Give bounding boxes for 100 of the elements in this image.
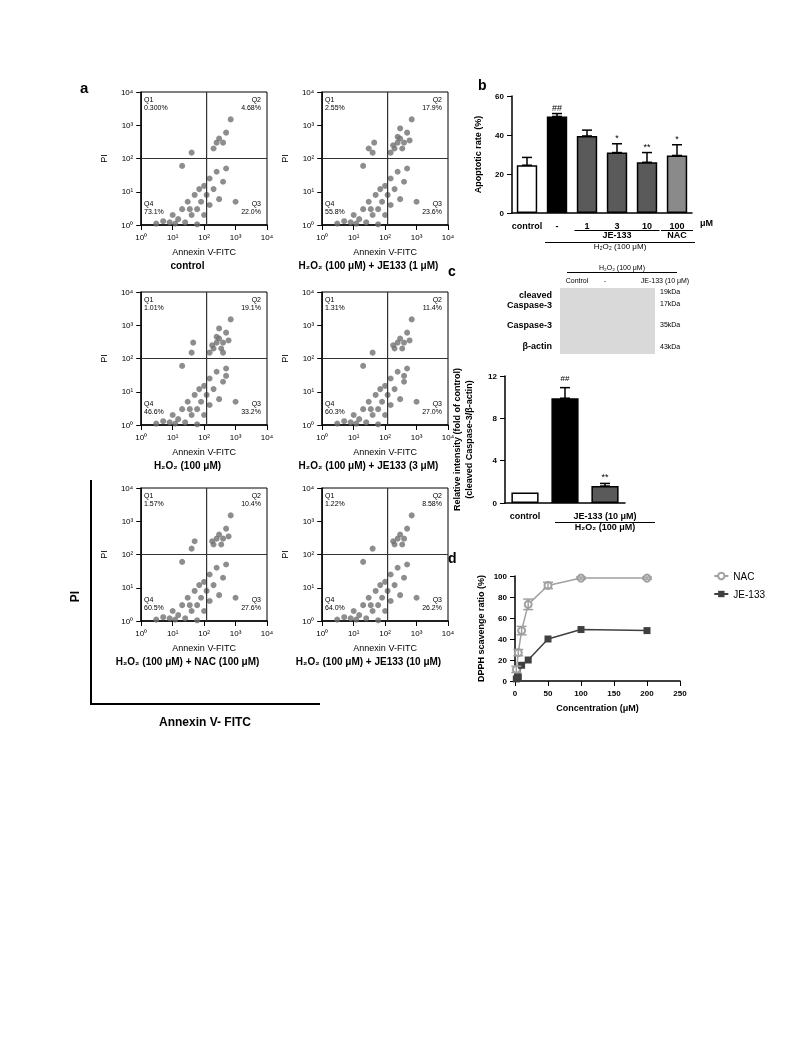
annotation: ## bbox=[551, 102, 563, 113]
x-tick-label: 10⁴ bbox=[260, 232, 274, 242]
x-axis-title: Annexin V-FITC bbox=[172, 446, 237, 457]
y-tick-label: 10² bbox=[302, 154, 315, 163]
y-tick-label: 10⁰ bbox=[121, 420, 134, 430]
y-tick-label: 4 bbox=[492, 456, 498, 466]
y-tick-label: 10⁴ bbox=[120, 483, 134, 493]
x-tick-label: 250 bbox=[673, 688, 688, 698]
text: b bbox=[478, 77, 487, 94]
x-tick-label: 10² bbox=[198, 628, 211, 638]
y-tick-label: 10³ bbox=[302, 320, 315, 330]
x-tick-label: 10⁴ bbox=[260, 628, 274, 638]
text: H₂O₂ (100 μM) bbox=[153, 459, 222, 471]
y-axis-title: PI bbox=[280, 550, 290, 559]
y-tick-label: 8 bbox=[492, 413, 498, 423]
y-tick-label: 10⁴ bbox=[301, 87, 315, 97]
y-tick-label: 10³ bbox=[121, 120, 134, 130]
y-tick-label: 80 bbox=[498, 592, 508, 602]
x-tick-label: 10⁰ bbox=[135, 432, 148, 442]
x-tick-label: 200 bbox=[640, 688, 655, 698]
text: JE-133 bbox=[574, 230, 660, 241]
x-tick-label: 10¹ bbox=[347, 432, 360, 442]
x-tick-label: 150 bbox=[607, 688, 622, 698]
x-tick-label: control bbox=[511, 220, 543, 231]
text: H₂O₂ (100 μM) bbox=[545, 242, 695, 252]
x-tick-label: 10⁰ bbox=[135, 232, 148, 242]
text: PI bbox=[68, 590, 83, 603]
legend-label: NAC bbox=[733, 570, 755, 582]
y-tick-label: 10¹ bbox=[302, 387, 315, 397]
text: μM bbox=[700, 218, 714, 229]
x-tick-label: 10² bbox=[379, 432, 392, 442]
y-tick-label: 12 bbox=[488, 371, 498, 381]
text: Annexin V- FITC bbox=[158, 715, 252, 730]
y-tick-label: 10⁴ bbox=[120, 87, 134, 97]
y-tick-label: 10⁰ bbox=[302, 616, 315, 626]
y-tick-label: 10² bbox=[302, 354, 315, 363]
x-tick-label: 10² bbox=[198, 232, 211, 242]
x-tick-label: 10¹ bbox=[347, 628, 360, 638]
y-axis-title: PI bbox=[280, 154, 290, 163]
y-tick-label: 20 bbox=[495, 169, 505, 179]
x-tick-label: 10³ bbox=[229, 628, 242, 638]
x-axis-title: Annexin V-FITC bbox=[353, 642, 418, 653]
text: c bbox=[448, 263, 456, 280]
y-axis-title: PI bbox=[99, 154, 109, 163]
y-tick-label: 0 bbox=[492, 498, 498, 508]
annotation: * bbox=[615, 132, 620, 143]
text: control bbox=[170, 259, 205, 271]
y-tick-label: 10³ bbox=[302, 120, 315, 130]
y-tick-label: 10³ bbox=[121, 320, 134, 330]
y-axis-title: PI bbox=[99, 550, 109, 559]
x-tick-label: 10¹ bbox=[166, 432, 179, 442]
y-tick-label: 10¹ bbox=[302, 187, 315, 197]
x-tick-label: 10² bbox=[379, 232, 392, 242]
x-tick-label: 50 bbox=[543, 688, 553, 698]
y-tick-label: 10¹ bbox=[302, 583, 315, 593]
x-tick-label: 100 bbox=[669, 220, 685, 231]
y-tick-label: 10⁴ bbox=[120, 287, 134, 297]
y-tick-label: 40 bbox=[495, 130, 505, 140]
x-axis-title: Annexin V-FITC bbox=[172, 246, 237, 257]
x-tick-label: 10¹ bbox=[347, 232, 360, 242]
x-tick-label: - bbox=[555, 220, 559, 231]
y-tick-label: 10⁰ bbox=[121, 616, 134, 626]
text: a bbox=[80, 79, 89, 97]
text: NAC bbox=[661, 230, 693, 241]
y-tick-label: 10² bbox=[121, 550, 134, 559]
y-tick-label: 10⁰ bbox=[302, 420, 315, 430]
y-tick-label: 10⁴ bbox=[301, 287, 315, 297]
x-tick-label: 100 bbox=[574, 688, 589, 698]
annotation: * bbox=[675, 133, 680, 144]
x-tick-label: 10³ bbox=[410, 432, 423, 442]
y-axis-title: Apoptotic rate (%) bbox=[473, 115, 484, 194]
x-tick-label: 10¹ bbox=[166, 628, 179, 638]
y-axis-title: PI bbox=[99, 354, 109, 363]
text: H₂O₂ (100 μM) + NAC (100 μM) bbox=[115, 655, 260, 667]
x-tick-label: 3 bbox=[614, 220, 620, 231]
y-tick-label: 10¹ bbox=[121, 387, 134, 397]
x-tick-label: 10¹ bbox=[166, 232, 179, 242]
text: H₂O₂ (100 μM) + JE133 (3 μM) bbox=[298, 459, 439, 471]
y-axis-title: PI bbox=[280, 354, 290, 363]
annotation: d bbox=[448, 550, 457, 567]
text: Caspase-3 bbox=[506, 320, 552, 331]
y-tick-label: 10¹ bbox=[121, 583, 134, 593]
x-tick-label: 1 bbox=[584, 220, 590, 231]
x-tick-label: 10⁰ bbox=[316, 628, 329, 638]
x-tick-label: 10³ bbox=[229, 232, 242, 242]
x-tick-label: 0 bbox=[512, 688, 518, 698]
x-tick-label: 10² bbox=[379, 628, 392, 638]
legend-label: JE-133 bbox=[733, 588, 766, 600]
y-axis-title: DPPH scavenge ratio (%) bbox=[476, 574, 486, 683]
y-tick-label: 0 bbox=[502, 676, 508, 686]
y-tick-label: 60 bbox=[495, 91, 505, 101]
x-axis-title: Concentration (μM) bbox=[556, 702, 639, 713]
y-tick-label: 40 bbox=[498, 634, 508, 644]
x-axis-title: Annexin V-FITC bbox=[353, 446, 418, 457]
x-tick-label: 10⁰ bbox=[135, 628, 148, 638]
y-tick-label: 100 bbox=[493, 571, 508, 581]
y-tick-label: 10⁴ bbox=[301, 483, 315, 493]
y-tick-label: 10¹ bbox=[121, 187, 134, 197]
x-tick-label: 10³ bbox=[410, 232, 423, 242]
y-tick-label: 20 bbox=[498, 655, 508, 665]
